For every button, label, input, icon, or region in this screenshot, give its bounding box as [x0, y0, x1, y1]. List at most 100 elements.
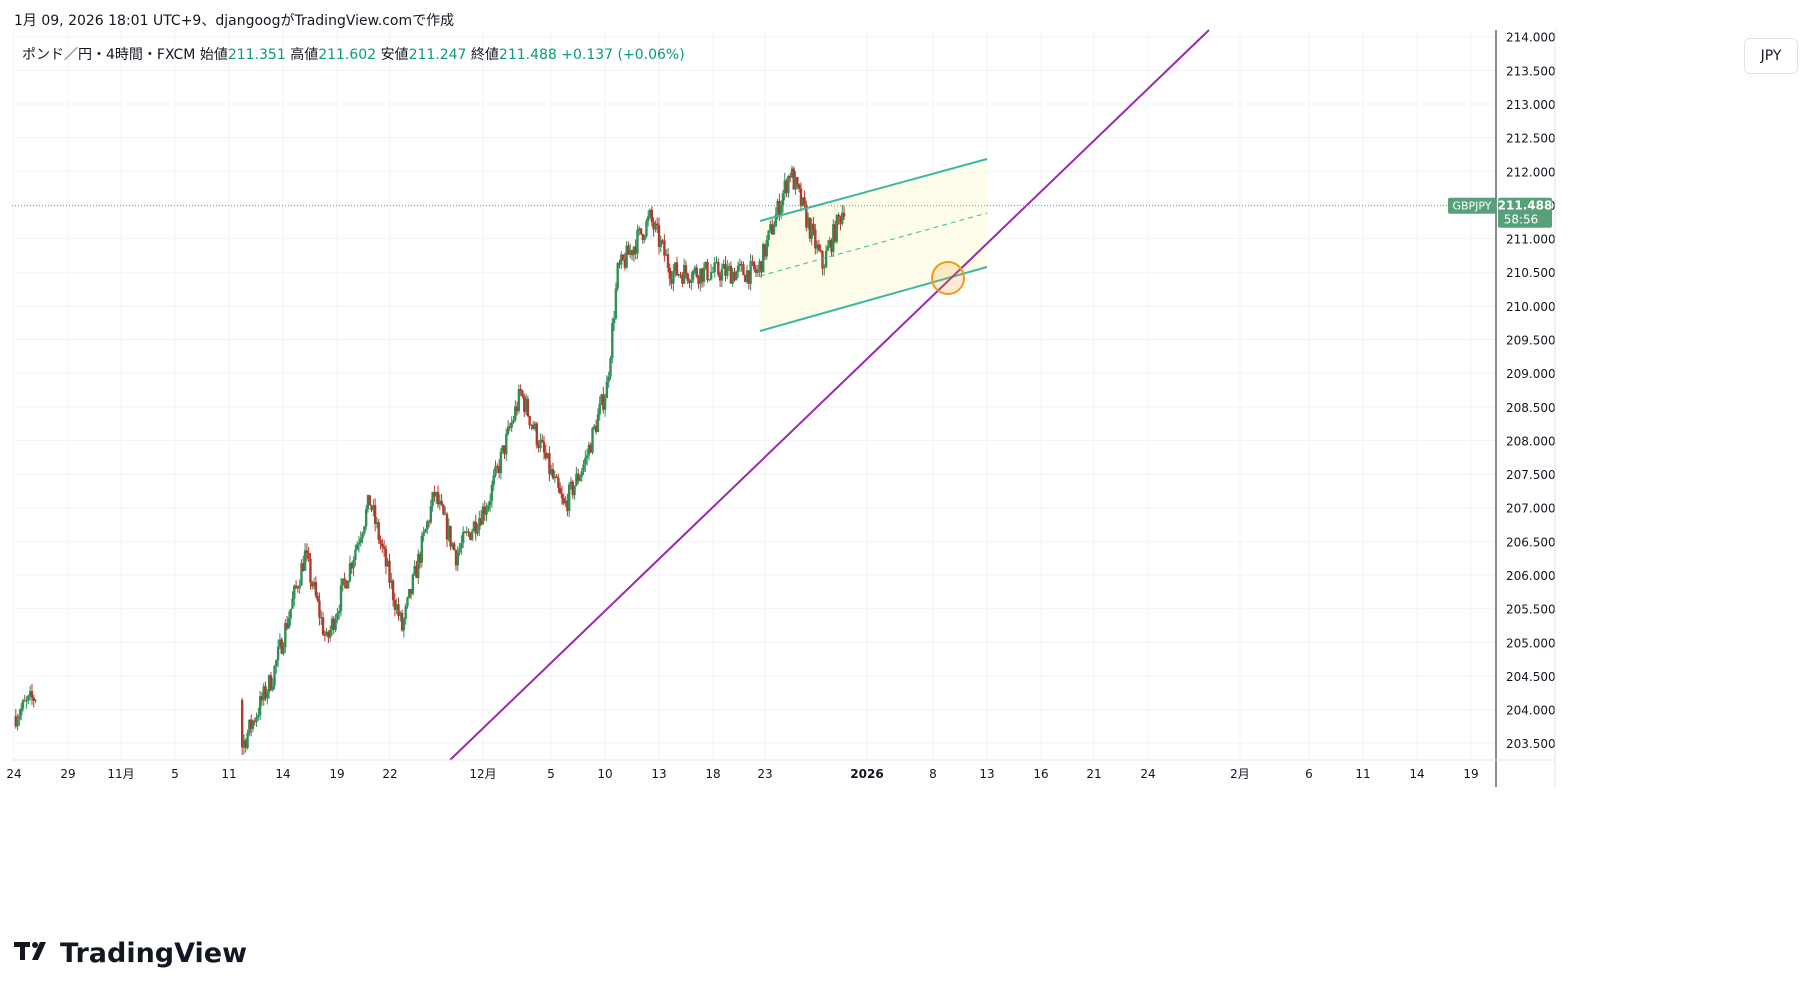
candle-body: [797, 184, 801, 189]
candle-body: [661, 240, 664, 242]
candle-body: [796, 177, 799, 185]
candle-body: [348, 563, 352, 581]
candle-body: [636, 230, 639, 254]
candle-body: [726, 266, 729, 276]
candle-body: [257, 715, 260, 717]
candle-body: [275, 660, 278, 667]
candle-body: [830, 240, 833, 252]
candle-body: [411, 574, 415, 594]
x-tick-label: 23: [757, 767, 772, 781]
candle-body: [744, 275, 747, 283]
candle-body: [433, 492, 436, 497]
candle-body: [720, 268, 724, 281]
candle-body: [641, 234, 645, 241]
candle-body: [535, 423, 539, 446]
x-tick-label: 21: [1086, 767, 1101, 781]
candle-body: [630, 250, 634, 256]
candle-body: [657, 225, 661, 247]
candle-body: [717, 261, 720, 275]
x-tick-label: 13: [979, 767, 994, 781]
candle-body: [598, 403, 601, 415]
candle-body: [291, 598, 294, 609]
candle-body: [575, 473, 578, 486]
candle-body: [422, 532, 425, 536]
candle-body: [499, 451, 503, 474]
candle-body: [467, 531, 470, 533]
currency-button[interactable]: JPY: [1744, 38, 1798, 74]
x-tick-label: 24: [1140, 767, 1155, 781]
candle-body: [494, 465, 497, 476]
candle-body: [697, 276, 700, 284]
candle-body: [823, 267, 826, 269]
candle-body: [670, 278, 673, 284]
tradingview-brand[interactable]: TradingView: [14, 938, 247, 969]
candle-body: [693, 267, 697, 271]
candle-body: [293, 585, 296, 599]
y-tick-label: 210.500: [1506, 266, 1556, 280]
candle-body: [246, 733, 249, 748]
candle-body: [803, 197, 806, 205]
candle-body: [381, 543, 384, 547]
tradingview-logo-icon: [14, 938, 54, 969]
candle-body: [709, 271, 713, 280]
candle-body: [16, 719, 19, 727]
candle-body: [618, 263, 621, 265]
symbol-legend[interactable]: ポンド／円・4時間・FXCM 始値211.351 高値211.602 安値211…: [22, 44, 685, 64]
candle-body: [808, 217, 812, 239]
y-tick-label: 208.500: [1506, 401, 1556, 415]
candle-body: [463, 531, 467, 533]
candle-body: [266, 692, 269, 699]
candle-body: [684, 265, 688, 274]
candle-body: [271, 685, 274, 690]
candle-body: [699, 268, 702, 284]
chart-caption: 1月 09, 2026 18:01 UTC+9、djangoogがTrading…: [14, 13, 455, 29]
brand-name: TradingView: [60, 938, 248, 969]
candle-body: [842, 212, 846, 217]
candle-body: [280, 639, 283, 654]
x-tick-label: 14: [1409, 767, 1424, 781]
candle-body: [828, 240, 831, 247]
legend-low: 211.247: [408, 47, 467, 63]
candle-body: [708, 279, 711, 281]
candle-body: [573, 485, 576, 496]
candle-body: [562, 498, 565, 504]
candle-body: [769, 224, 772, 231]
x-tick-label: 29: [60, 767, 75, 781]
y-tick-label: 205.000: [1506, 636, 1556, 650]
candle-body: [400, 612, 404, 631]
candle-body: [727, 265, 731, 267]
candle-body: [296, 586, 300, 589]
candle-body: [774, 214, 777, 227]
candle-body: [571, 481, 574, 496]
candle-body: [469, 532, 472, 540]
candle-body: [372, 505, 375, 511]
y-tick-label: 210.000: [1506, 300, 1556, 314]
candle-body: [589, 444, 592, 453]
price-tag-bg: [1498, 197, 1552, 228]
candle-body: [258, 696, 262, 716]
candle-body: [440, 500, 443, 505]
candle-body: [533, 423, 537, 429]
candle-body: [735, 271, 738, 281]
candle-body: [461, 531, 465, 544]
candle-body: [311, 582, 314, 587]
candle-body: [413, 565, 416, 575]
candle-body: [18, 715, 21, 720]
candle-body: [255, 716, 258, 723]
candle-body: [548, 453, 551, 475]
y-tick-label: 203.500: [1506, 737, 1556, 751]
candle-body: [711, 271, 715, 273]
highlight-circle: [931, 261, 965, 295]
candle-body: [582, 464, 585, 472]
candle-body: [415, 565, 418, 579]
candle-body: [424, 529, 427, 533]
candle-body: [318, 600, 321, 618]
candle-body: [330, 618, 334, 630]
candle-body: [677, 274, 680, 276]
candle-body: [690, 279, 693, 283]
candle-body: [600, 394, 603, 404]
candle-body: [638, 228, 641, 231]
candle-body: [452, 543, 456, 551]
candle-body: [810, 223, 813, 239]
